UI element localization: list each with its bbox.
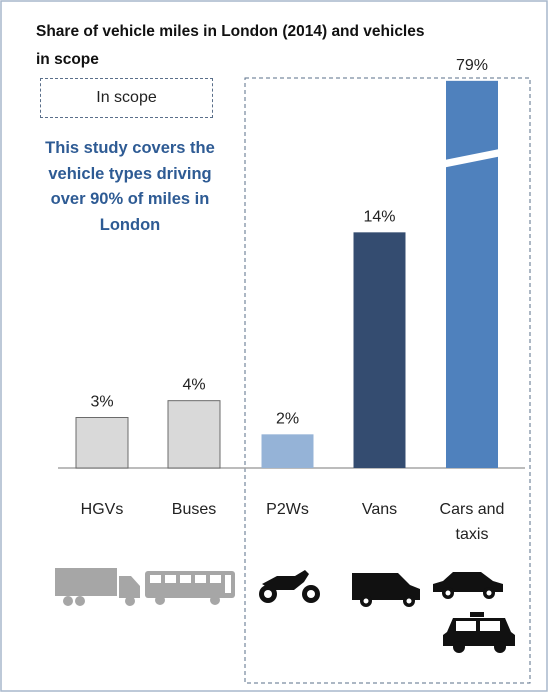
- value-label: 2%: [276, 410, 299, 427]
- value-label: 14%: [363, 208, 395, 225]
- taxi-icon: [443, 612, 515, 653]
- x-tick-label: Vans: [361, 501, 398, 518]
- van-icon: [352, 573, 420, 607]
- bar: [446, 80, 498, 468]
- bus-icon: [145, 571, 235, 605]
- bar: [261, 434, 314, 468]
- value-label: 3%: [90, 394, 113, 411]
- x-tick-label: HGVs: [80, 501, 124, 518]
- vehicle-icons: [55, 568, 515, 653]
- x-tick-label: Cars and taxis: [439, 501, 505, 543]
- bar: [75, 417, 129, 469]
- axis-break: [442, 149, 502, 168]
- truck-icon: [55, 568, 140, 606]
- chart-title: Share of vehicle miles in London (2014) …: [36, 23, 425, 68]
- bar: [353, 232, 406, 468]
- bar: [167, 400, 221, 469]
- axis-break-line: [441, 148, 503, 162]
- annotation: This study covers the vehicle types driv…: [45, 139, 215, 234]
- legend-entry: In scope: [40, 78, 213, 118]
- value-label: 79%: [456, 57, 488, 74]
- scope-box: [244, 77, 531, 684]
- x-tick-label: Buses: [171, 501, 217, 518]
- value-label: 4%: [182, 377, 205, 394]
- x-tick-label: P2Ws: [266, 501, 309, 518]
- car-icon: [433, 572, 503, 599]
- motorcycle-icon: [259, 570, 320, 603]
